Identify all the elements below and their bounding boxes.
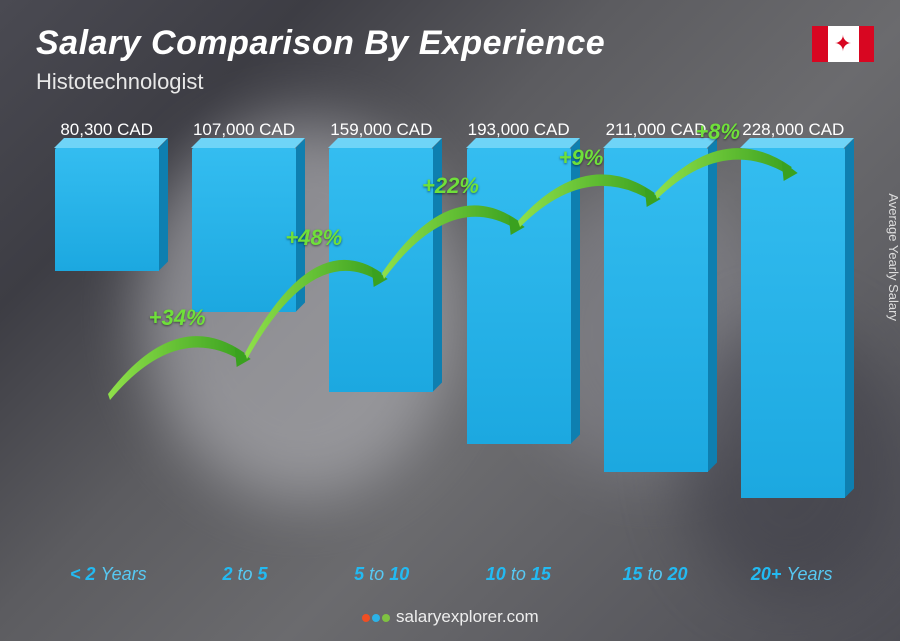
chart-header: Salary Comparison By Experience Histotec… — [36, 24, 605, 95]
logo-dot-icon — [372, 614, 380, 622]
x-axis-label: 10 to 15 — [450, 564, 587, 585]
flag-center: ✦ — [828, 26, 859, 62]
logo-dot-icon — [362, 614, 370, 622]
maple-leaf-icon: ✦ — [834, 33, 852, 55]
country-flag-canada: ✦ — [812, 26, 874, 62]
delta-arc-icon — [635, 105, 812, 213]
footer: salaryexplorer.com — [0, 607, 900, 627]
x-axis-label: 20+ Years — [723, 564, 860, 585]
chart-subtitle: Histotechnologist — [36, 69, 605, 95]
x-axis-label: 15 to 20 — [587, 564, 724, 585]
footer-site: salaryexplorer.com — [396, 607, 539, 626]
x-axis-label: 5 to 10 — [313, 564, 450, 585]
x-axis-label: 2 to 5 — [177, 564, 314, 585]
flag-left-band — [812, 26, 828, 62]
bar-value-label: 107,000 CAD — [193, 120, 295, 140]
logo-dot-icon — [382, 614, 390, 622]
x-axis-label: < 2 Years — [40, 564, 177, 585]
x-axis-labels: < 2 Years2 to 55 to 1010 to 1515 to 2020… — [40, 564, 860, 585]
bar-value-label: 80,300 CAD — [60, 120, 153, 140]
bar-value-label: 159,000 CAD — [330, 120, 432, 140]
chart-title: Salary Comparison By Experience — [36, 24, 605, 63]
salary-bar — [55, 148, 159, 271]
salary-bar-chart: 80,300 CAD107,000 CAD159,000 CAD193,000 … — [40, 120, 860, 581]
flag-right-band — [859, 26, 875, 62]
y-axis-label: Average Yearly Salary — [887, 193, 900, 321]
